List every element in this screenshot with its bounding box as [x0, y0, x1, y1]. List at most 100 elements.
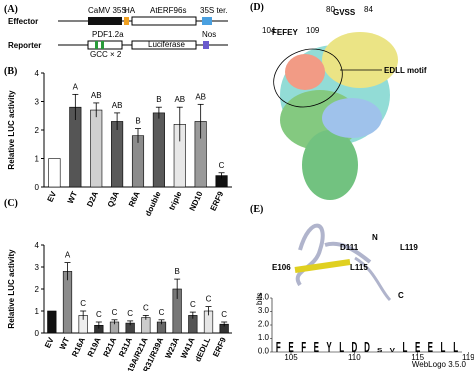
logo-letter: E — [288, 338, 293, 356]
bar — [90, 109, 103, 188]
y-tick-label: 2.0 — [258, 320, 270, 329]
y-tick-label: 0 — [35, 183, 40, 192]
x-tick-label: R21A — [102, 336, 119, 359]
bar — [152, 112, 165, 188]
significance-letter: A — [73, 82, 79, 91]
x-tick-label: triple — [167, 190, 184, 212]
y-tick-label: 1 — [35, 155, 40, 164]
bar — [48, 158, 61, 188]
y-tick-label: 3 — [35, 263, 40, 272]
motif-circle — [273, 48, 343, 108]
x-tick-label: WT — [66, 190, 79, 205]
x-tick-label: 119 — [462, 353, 474, 362]
logo-letter: L — [453, 338, 458, 356]
significance-letter: B — [135, 117, 140, 126]
logo-letter: S — [377, 348, 383, 354]
ha-box — [124, 17, 129, 25]
logo-letter: F — [301, 338, 306, 356]
panel-label: (E) — [250, 204, 263, 215]
x-tick-label: ND10 — [188, 190, 205, 213]
ribbon — [295, 223, 372, 287]
part-label: 35S ter. — [200, 6, 228, 15]
x-tick-label: double — [143, 190, 162, 218]
significance-letter: AB — [91, 91, 102, 100]
logo-letter: D — [364, 338, 370, 356]
significance-letter: C — [96, 310, 102, 319]
x-tick-label: R16A — [70, 336, 87, 359]
y-tick-label: 4 — [35, 69, 40, 78]
residue: C — [398, 291, 404, 300]
part-label: AtERF96s — [150, 6, 186, 15]
significance-letter: AB — [195, 92, 206, 101]
panel-label: (C) — [4, 198, 18, 209]
residue: N — [372, 233, 378, 242]
y-tick-label: 4 — [35, 241, 40, 250]
ribbon — [354, 256, 392, 302]
protein-surface — [280, 32, 398, 200]
x-tick-label: WT — [58, 336, 71, 351]
significance-letter: C — [219, 161, 225, 170]
x-tick-label: D2A — [85, 190, 100, 209]
y-tick-label: 3 — [35, 98, 40, 107]
x-tick-label: R19A — [86, 336, 103, 359]
helix — [294, 259, 351, 273]
x-tick-label: R31A — [117, 336, 134, 359]
x-tick-label: 110 — [348, 353, 361, 362]
significance-letter: B — [174, 267, 179, 276]
x-tick-label: 105 — [284, 353, 298, 362]
y-axis-label: Relative LUC activity — [7, 90, 16, 170]
logo-letter: D — [351, 338, 357, 356]
x-tick-label: Q3A — [106, 190, 121, 209]
panel-label: (A) — [4, 4, 18, 15]
logo-letter: Y — [326, 338, 331, 356]
motif-label: EDLL motif — [384, 66, 427, 75]
residue: L119 — [400, 243, 418, 252]
bar — [47, 310, 57, 334]
significance-letter: C — [190, 300, 196, 309]
x-tick-label: 115 — [411, 353, 424, 362]
significance-letter: A — [65, 251, 71, 260]
x-tick-label: EV — [43, 335, 56, 349]
bar — [131, 135, 145, 188]
logo-letter: E — [314, 338, 319, 356]
logo-letter: F — [276, 338, 281, 356]
part-label: Luciferase — [148, 40, 185, 49]
significance-letter: C — [159, 308, 165, 317]
terminator-box — [202, 17, 212, 25]
y-tick-label: 3.0 — [258, 306, 270, 315]
residue-number: 109 — [306, 26, 320, 35]
part-label: HA — [124, 6, 136, 15]
significance-letter: C — [80, 299, 86, 308]
x-tick-label: ERF9 — [211, 336, 228, 359]
significance-letter: C — [143, 303, 149, 312]
logo-letter: L — [441, 338, 446, 356]
logo-letter: L — [403, 338, 408, 356]
sequence: GVSS — [333, 8, 356, 17]
gene-box — [131, 16, 197, 26]
bar — [62, 271, 73, 334]
residue: D111 — [340, 243, 359, 252]
promoter-box — [88, 17, 122, 25]
terminator-box — [203, 41, 209, 49]
residue-number: 80 — [326, 5, 335, 14]
significance-letter: AB — [174, 95, 185, 104]
residue: E106 — [272, 263, 291, 272]
gene-box — [131, 40, 197, 50]
residue-number: 84 — [364, 5, 373, 14]
significance-letter: C — [127, 309, 133, 318]
logo-letter: V — [390, 348, 396, 354]
y-tick-label: 0.0 — [258, 347, 270, 356]
footer: WebLogo 3.5.0 — [412, 360, 467, 369]
significance-letter: AB — [112, 101, 123, 110]
y-axis-label: Relative LUC activity — [7, 249, 16, 329]
logo-letter: L — [339, 338, 344, 356]
gcc-box — [101, 41, 104, 49]
part-label: CaMV 35S — [88, 6, 127, 15]
y-axis-label: bits — [255, 293, 264, 305]
y-tick-label: 1.0 — [258, 333, 270, 342]
bar — [111, 121, 124, 188]
gcc-box — [95, 41, 98, 49]
effector-label: Effector — [8, 17, 38, 26]
bar — [141, 317, 151, 334]
